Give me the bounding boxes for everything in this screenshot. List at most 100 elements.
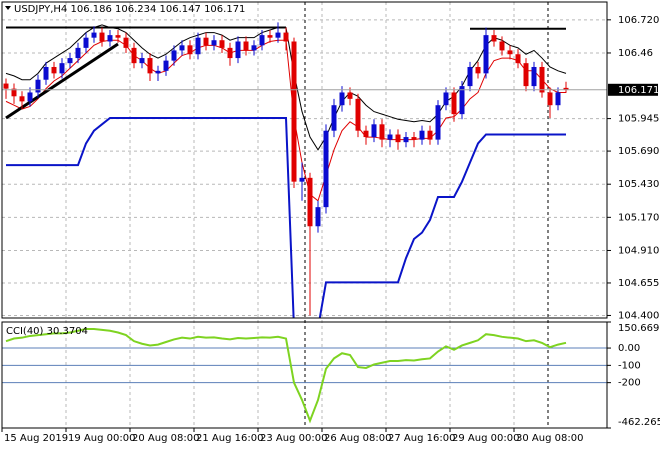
candle-body [43,66,49,80]
y-tick-label: 105.430 [618,179,659,190]
candle-body [59,63,65,74]
candle-body [27,92,33,102]
candle-body [11,88,17,97]
candle-body [323,130,329,208]
candle-body [467,66,473,87]
candle-body [483,35,489,74]
x-tick-label: 27 Aug 16:00 [388,433,455,444]
price-frame [1,1,608,319]
y-tick-label: 104.655 [618,278,659,289]
candle-body [219,40,225,48]
candle-body [403,137,409,143]
candle-body [91,32,97,38]
candle-body [51,66,57,74]
candle-body [83,37,89,48]
candle-body [243,41,249,51]
candle-body [507,50,513,55]
candle-body [555,92,561,106]
current-price-label: 106.171 [618,85,659,96]
candle-body [227,47,233,59]
candle-body [131,47,137,64]
candle-body [3,83,9,89]
candle-body [283,32,289,42]
candle-body [299,177,305,182]
candle-body [515,54,521,64]
candle-body [411,137,417,140]
candle-body [147,58,153,74]
candle-body [195,37,201,55]
price-plot [2,22,607,318]
chart-title: USDJPY,H4 106.186 106.234 106.147 106.17… [14,4,245,15]
candle-body [427,130,433,140]
candle-body [363,130,369,138]
candle-body [339,92,345,106]
candle-body [203,37,209,46]
candle-body [451,92,457,115]
candle-body [539,66,545,93]
candle-body [107,35,113,42]
candle-body [235,41,241,59]
candle-body [123,37,129,48]
candle-body [435,105,441,140]
candle-body [35,79,41,93]
candle-body [139,58,145,64]
candle-body [395,134,401,143]
cci-plot [2,328,607,424]
candle-body [347,92,353,99]
x-tick-label: 26 Aug 08:00 [324,433,391,444]
candle-body [171,50,177,61]
candle-body [187,45,193,55]
indicator-title: CCI(40) 30.3704 [6,326,88,337]
candle-body [563,87,569,90]
candle-body [387,134,393,140]
x-tick-label: 20 Aug 08:00 [132,433,199,444]
candle-body [355,98,361,131]
y-tick-label: 104.910 [618,245,659,256]
y-tick-label: -200 [618,378,641,389]
y-tick-label: -462.265 [618,417,660,428]
candle-body [251,45,257,51]
y-tick-label: 105.690 [618,146,659,157]
x-tick-label: 30 Aug 08:00 [516,433,583,444]
candle-body [531,66,537,87]
candle-body [211,40,217,46]
x-tick-label: 29 Aug 00:00 [452,433,519,444]
x-tick-label: 15 Aug 2019 [4,433,68,444]
candle-body [115,35,121,38]
trend-line [5,42,119,120]
y-tick-label: 106.720 [618,15,659,26]
candle-body [379,124,385,140]
candle-body [491,35,497,42]
candle-body [19,96,25,102]
candle-body [99,32,105,42]
candle-body [315,207,321,227]
candle-body [419,130,425,140]
candle-body [499,41,505,51]
candle-body [307,177,313,227]
y-tick-label: 106.46 [618,48,653,59]
candle-body [459,86,465,115]
candle-body [371,124,377,138]
candle-body [291,41,297,182]
menu-icon[interactable] [5,6,11,10]
y-tick-label: 0.00 [618,343,640,354]
indicator-line [6,116,566,318]
current-price-tag [608,83,658,96]
candle-body [179,45,185,51]
y-tick-label: 104.400 [618,310,659,321]
y-tick-label: 105.945 [618,114,659,125]
y-tick-label: 150.6696 [618,323,660,334]
y-tick-label: 105.170 [618,212,659,223]
candle-body [75,47,81,59]
candle-body [443,92,449,106]
x-tick-label: 21 Aug 16:00 [196,433,263,444]
x-tick-label: 23 Aug 00:00 [260,433,327,444]
y-tick-label: -100 [618,360,641,371]
cci-line [5,328,567,424]
candle-body [155,70,161,74]
candle-body [67,58,73,64]
